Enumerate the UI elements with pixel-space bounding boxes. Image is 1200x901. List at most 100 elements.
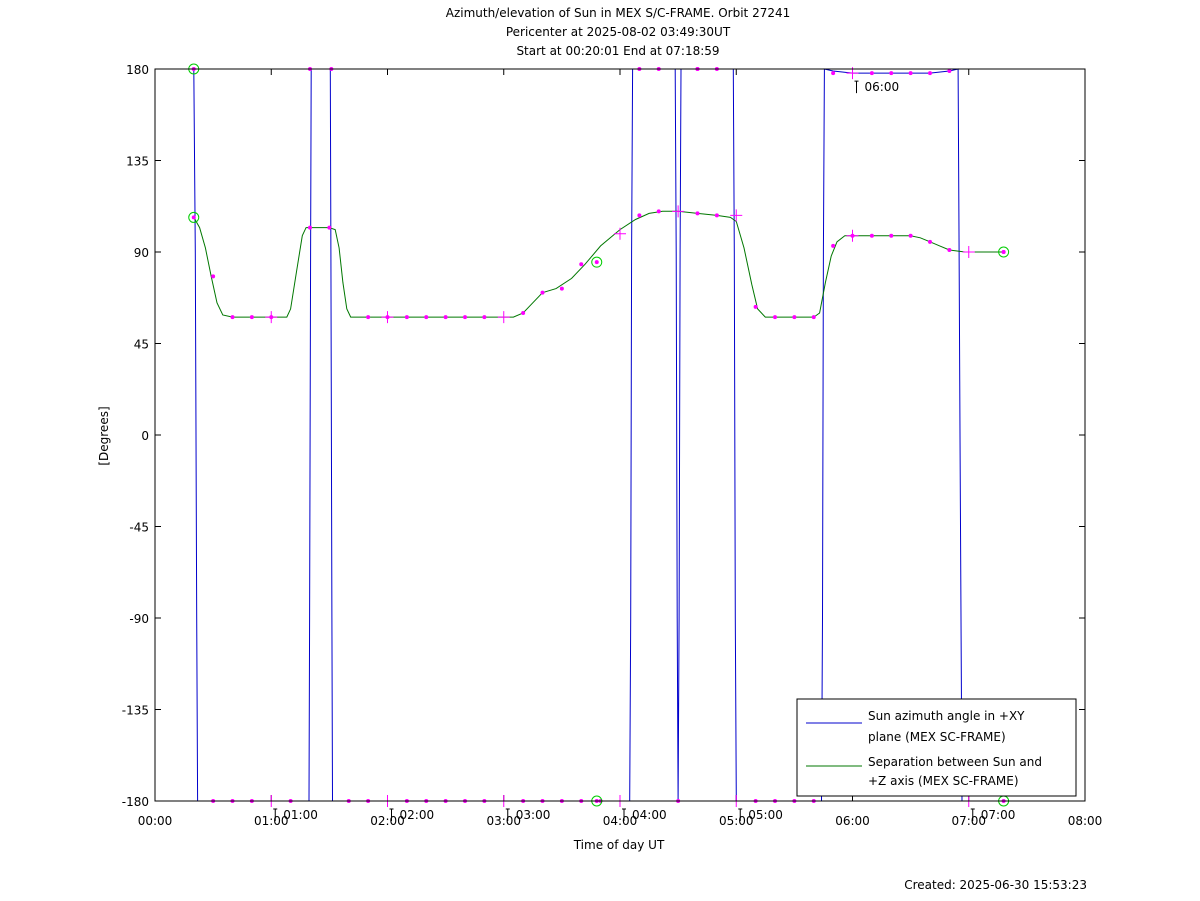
data-point-dot <box>831 243 836 248</box>
data-point-dot <box>191 215 196 220</box>
data-point-dot <box>424 315 429 320</box>
data-point-dot <box>327 225 332 230</box>
hour-marker-tick <box>389 808 394 821</box>
hour-marker-label: 01:00 <box>283 808 318 822</box>
data-point-dot <box>249 315 254 320</box>
y-tick-label: -45 <box>129 521 149 535</box>
data-point-dot <box>908 233 913 238</box>
legend-box <box>796 698 1077 797</box>
hour-cross-marker <box>846 229 859 242</box>
data-point-dot <box>773 315 777 320</box>
data-point-dot <box>792 315 797 320</box>
y-tick-label: -90 <box>129 612 149 626</box>
data-point-dot <box>594 260 599 265</box>
x-tick-label: 02:00 <box>370 814 405 828</box>
x-tick-label: 04:00 <box>603 814 638 828</box>
data-point-dot <box>482 315 487 320</box>
data-point-dot <box>656 209 661 214</box>
hour-marker-label: 02:00 <box>400 808 435 822</box>
start-end-circle-marker <box>591 256 603 268</box>
chart-title-line-2: Pericenter at 2025-08-02 03:49:30UT <box>506 25 731 39</box>
axis-ticks <box>154 68 1086 802</box>
data-point-dot <box>889 71 894 76</box>
x-tick-label: 00:00 <box>138 814 173 828</box>
data-point-dot <box>869 71 874 76</box>
y-axis-label: [Degrees] <box>97 406 111 465</box>
data-point-dot <box>637 213 642 218</box>
data-point-dot <box>230 315 235 320</box>
data-point-dot <box>928 71 932 76</box>
hour-marker-tick <box>854 80 859 94</box>
x-tick-label: 03:00 <box>486 814 521 828</box>
azimuth-series-line <box>193 68 1004 802</box>
data-point-dot <box>579 262 584 267</box>
x-tick-label: 01:00 <box>254 814 289 828</box>
hour-marker-tick <box>622 808 626 821</box>
data-point-dot <box>443 315 448 320</box>
data-point-dot <box>404 315 409 320</box>
y-tick-label: 180 <box>126 63 149 77</box>
data-markers <box>188 63 1010 807</box>
x-tick-label: 07:00 <box>951 814 986 828</box>
data-point-dot <box>869 233 874 238</box>
y-tick-label: -135 <box>122 704 149 718</box>
chart-title-line-1: Azimuth/elevation of Sun in MEX S/C-FRAM… <box>446 6 791 20</box>
y-tick-label: -180 <box>122 795 149 809</box>
data-point-dot <box>714 213 719 218</box>
data-point-dot <box>695 211 700 216</box>
x-tick-label: 06:00 <box>835 814 870 828</box>
hour-cross-marker <box>730 209 743 222</box>
data-point-dot <box>947 69 952 74</box>
hour-cross-marker <box>962 246 975 258</box>
legend-label-azimuth-line-1: Sun azimuth angle in +XY <box>868 709 1025 723</box>
data-point-dot <box>540 290 545 295</box>
data-point-dot <box>559 286 564 291</box>
data-point-dot <box>1001 250 1006 254</box>
hour-marker-label: 04:00 <box>632 808 667 822</box>
chart-title: Azimuth/elevation of Sun in MEX S/C-FRAM… <box>446 6 791 58</box>
hour-marker-tick <box>738 808 743 821</box>
hour-marker-tick <box>970 808 975 821</box>
plot-area-frame <box>154 68 1086 802</box>
hour-marker-label: 07:00 <box>981 808 1016 822</box>
hour-cross-marker <box>381 311 394 324</box>
data-point-dot <box>947 247 952 252</box>
x-tick-label: 08:00 <box>1068 814 1103 828</box>
hour-marker-tick <box>505 808 510 821</box>
y-tick-label: 90 <box>134 246 149 260</box>
y-tick-label: 135 <box>126 155 149 169</box>
data-point-dot <box>928 239 932 244</box>
y-tick-label: 0 <box>141 429 149 443</box>
created-timestamp: Created: 2025-06-30 15:53:23 <box>904 878 1087 892</box>
separation-series-line <box>193 210 1004 318</box>
hour-cross-marker <box>265 311 278 324</box>
data-point-dot <box>463 315 467 320</box>
data-point-dot <box>889 233 894 238</box>
x-axis-tick-labels: 00:00 01:00 02:00 03:00 04:00 05:00 06:00 07:00… <box>138 814 1103 828</box>
data-point-dot <box>908 71 913 76</box>
y-axis-tick-labels: 180 135 90 45 0 -45 -90 -135 -180 <box>122 63 149 809</box>
data-point-dot <box>753 304 758 309</box>
hour-marker-label: 06:00 <box>865 80 900 94</box>
x-tick-label: 05:00 <box>719 814 754 828</box>
legend-label-separation-line-2: +Z axis (MEX SC-FRAME) <box>868 774 1019 788</box>
hour-cross-marker <box>672 205 685 218</box>
y-tick-label: 45 <box>134 338 149 352</box>
data-series <box>193 68 1004 802</box>
legend-label-separation-line-1: Separation between Sun and <box>868 755 1042 769</box>
start-end-circle-marker <box>998 246 1010 258</box>
legend-label-azimuth-line-2: plane (MEX SC-FRAME) <box>868 730 1006 744</box>
chart-legend: Sun azimuth angle in +XY plane (MEX SC-F… <box>796 698 1077 797</box>
hour-marker-label: 03:00 <box>516 808 551 822</box>
data-point-dot <box>366 315 371 320</box>
hour-cross-marker <box>614 227 626 240</box>
hour-markers: 01:00 02:00 03:00 04:00 05:00 06:00 07:00 <box>273 80 1015 822</box>
data-point-dot <box>308 225 312 230</box>
hour-marker-tick <box>273 808 278 821</box>
chart-title-line-3: Start at 00:20:01 End at 07:18:59 <box>516 44 719 58</box>
hour-marker-label: 05:00 <box>748 808 783 822</box>
start-end-circle-marker <box>188 211 200 223</box>
data-point-dot <box>831 71 836 76</box>
x-axis-label: Time of day UT <box>573 838 665 852</box>
